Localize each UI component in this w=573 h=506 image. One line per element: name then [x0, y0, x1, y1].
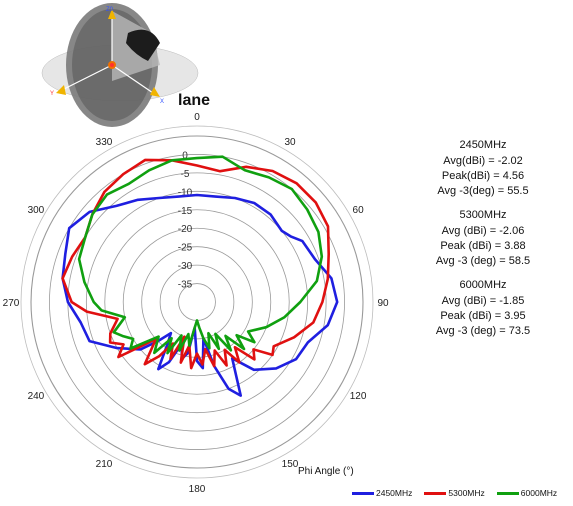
angle-tick-label: 0 — [194, 112, 200, 123]
stats-avg: Avg (dBi) = -2.06 — [441, 225, 525, 237]
stats-avg3: Avg -3(deg) = 55.5 — [437, 185, 529, 197]
stats-peak: Peak(dBi) = 4.56 — [441, 170, 525, 182]
angle-tick-label: 330 — [96, 137, 113, 148]
stats-avg: Avg (dBi) = -1.85 — [441, 295, 525, 307]
stats-peak: Peak (dBi) = 3.95 — [440, 310, 526, 322]
chart-title: lane — [178, 92, 211, 109]
angle-tick-label: 300 — [28, 205, 45, 216]
polar-series — [61, 155, 339, 397]
angle-tick-label: 60 — [353, 205, 365, 216]
model-axis-label-y: Y — [50, 91, 54, 97]
angle-tick-label: 270 — [3, 298, 20, 309]
angle-tick-label: 30 — [284, 137, 296, 148]
stats-block-2450: 2450MHz Avg(dBi) = -2.02 Peak(dBi) = 4.5… — [398, 138, 568, 199]
legend-label: 2450MHz — [376, 488, 413, 498]
legend-swatch — [496, 491, 519, 495]
grid-ring — [49, 154, 345, 450]
radial-tick-label: -30 — [178, 261, 193, 272]
chart-legend: 2450MHz 5300MHz 6000MHz — [352, 488, 557, 498]
legend-label: 5300MHz — [448, 488, 485, 498]
legend-swatch — [424, 491, 447, 495]
legend-item-5300: 5300MHz — [424, 488, 485, 498]
angle-tick-label: 120 — [350, 391, 367, 402]
polar-tick-labels: 0 -5 -10 -15 -20 -25 -30 -35 0 30 60 90 120 150 180 210… — [3, 112, 389, 495]
series-line-6000MHz — [77, 155, 324, 355]
legend-swatch — [352, 491, 374, 495]
stats-header: 6000MHz — [459, 279, 507, 291]
stats-avg3: Avg -3 (deg) = 58.5 — [435, 255, 531, 267]
grid-ring — [122, 227, 272, 377]
stats-block-5300: 5300MHz Avg (dBi) = -2.06 Peak (dBi) = 3… — [398, 208, 568, 269]
grid-ring — [159, 264, 235, 340]
angle-tick-label: 240 — [28, 391, 45, 402]
series-line-5300MHz — [61, 158, 330, 370]
angle-tick-label: 150 — [282, 459, 299, 470]
stats-header: 5300MHz — [459, 209, 507, 221]
grid-ring — [30, 135, 364, 469]
model-axis-label-x: X — [160, 99, 164, 105]
radial-tick-label: -35 — [178, 280, 193, 291]
stats-avg3: Avg -3 (deg) = 73.5 — [435, 325, 531, 337]
radial-tick-label: -10 — [178, 187, 193, 198]
radial-tick-label: -25 — [178, 243, 193, 254]
radial-tick-label: -15 — [178, 206, 193, 217]
model-axis-label-z: Z0 — [106, 7, 114, 13]
stats-header: 2450MHz — [459, 139, 507, 151]
x-axis-label: Phi Angle (°) — [298, 466, 354, 477]
outer-ring — [20, 125, 374, 479]
grid-ring — [67, 172, 327, 432]
stats-block-6000: 6000MHz Avg (dBi) = -1.85 Peak (dBi) = 3… — [398, 278, 568, 339]
radial-tick-label: -20 — [178, 224, 193, 235]
stats-peak: Peak (dBi) = 3.88 — [440, 240, 526, 252]
legend-item-6000: 6000MHz — [496, 488, 558, 498]
grid-ring — [104, 209, 290, 395]
antenna-3d-model: Z0 Y X — [41, 3, 199, 127]
radial-tick-label: -5 — [181, 169, 190, 180]
legend-item-2450: 2450MHz — [352, 488, 412, 498]
legend-label: 6000MHz — [520, 488, 558, 498]
angle-tick-label: 90 — [377, 298, 389, 309]
series-line-2450MHz — [61, 193, 339, 397]
grid-ring — [85, 190, 309, 414]
stats-avg: Avg(dBi) = -2.02 — [443, 155, 523, 167]
radial-tick-label: 0 — [182, 150, 188, 161]
angle-tick-label: 180 — [189, 484, 206, 495]
angle-tick-label: 210 — [96, 459, 113, 470]
